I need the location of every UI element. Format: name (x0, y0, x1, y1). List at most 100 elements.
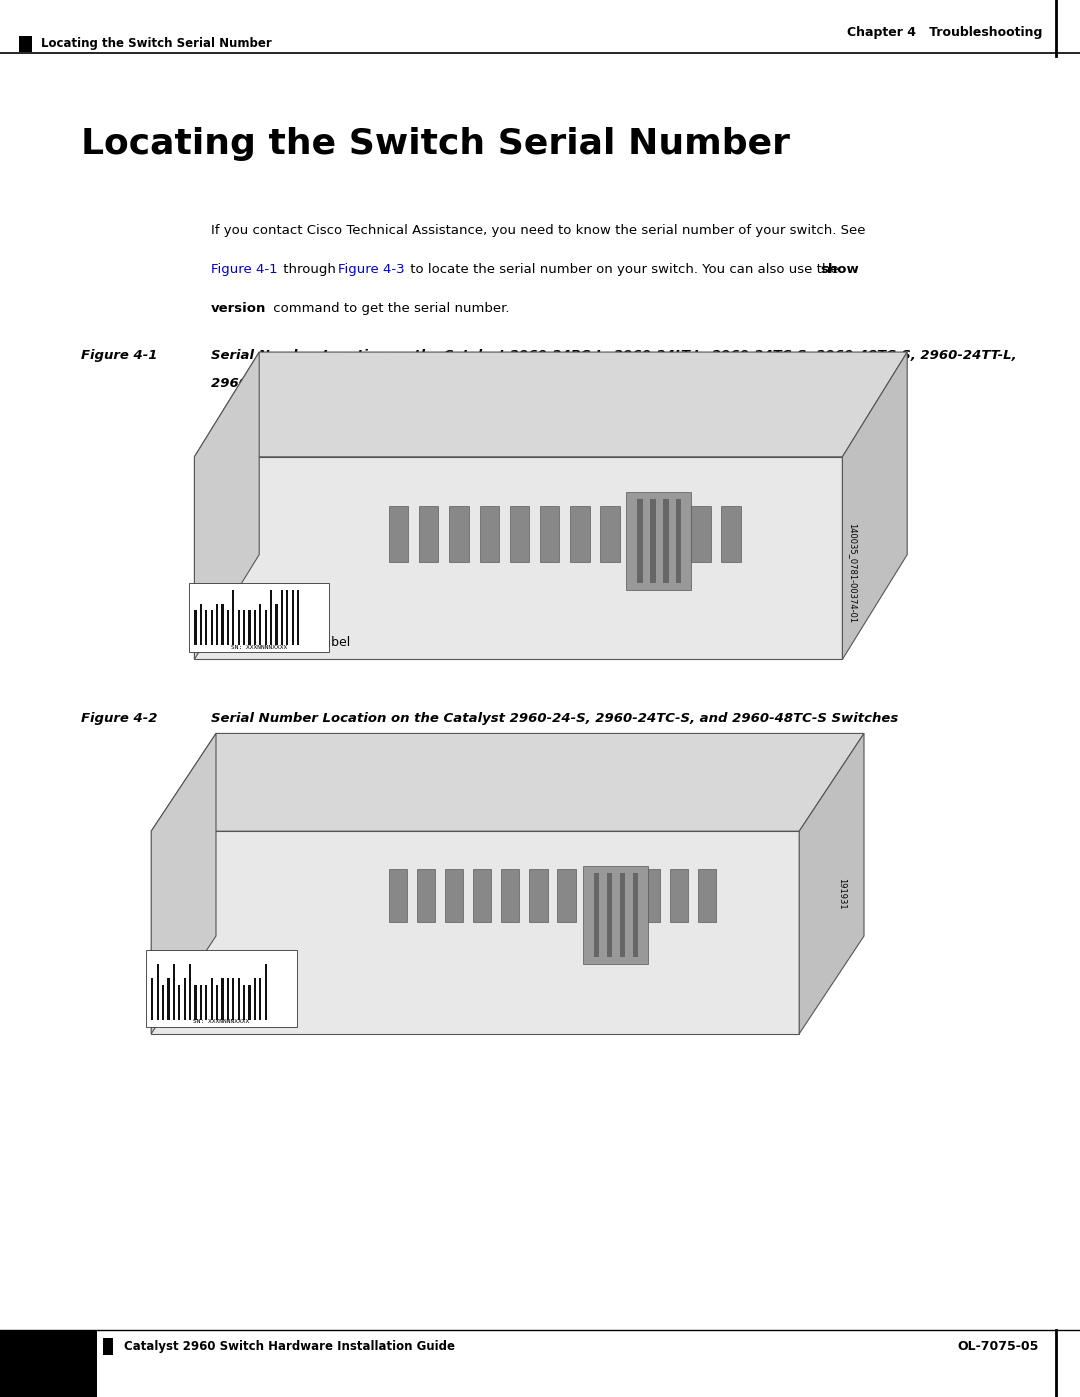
Polygon shape (151, 831, 799, 1034)
Bar (243, 985, 245, 1020)
Text: Locating the Switch Serial Number: Locating the Switch Serial Number (81, 127, 789, 161)
Polygon shape (194, 352, 259, 659)
Polygon shape (842, 352, 907, 659)
Text: 2960-48TT-L, 2960G-24TC-L, and 2960G-48TC-L Switches: 2960-48TT-L, 2960G-24TC-L, and 2960G-48T… (211, 377, 634, 390)
Bar (473, 869, 491, 922)
Text: 140035_0781-00374-01: 140035_0781-00374-01 (848, 522, 856, 623)
Bar (594, 873, 599, 957)
Bar (292, 590, 294, 645)
Bar (670, 869, 688, 922)
Bar (501, 869, 519, 922)
Bar (620, 873, 625, 957)
Bar (227, 610, 229, 645)
Text: Serial Number Location on the Catalyst 2960-24-S, 2960-24TC-S, and 2960-48TC-S S: Serial Number Location on the Catalyst 2… (211, 712, 897, 725)
Text: OL-7075-05: OL-7075-05 (958, 1340, 1039, 1354)
Bar (189, 583, 329, 652)
Bar (200, 604, 202, 645)
Bar (248, 610, 251, 645)
Bar (162, 985, 164, 1020)
Text: Figure 4-1: Figure 4-1 (211, 263, 278, 275)
Bar (211, 978, 213, 1020)
Bar (254, 978, 256, 1020)
Bar (184, 978, 186, 1020)
Bar (189, 964, 191, 1020)
Bar (221, 604, 224, 645)
Bar (691, 506, 711, 562)
Bar (449, 506, 469, 562)
Bar (389, 869, 407, 922)
Polygon shape (194, 457, 842, 659)
Text: command to get the serial number.: command to get the serial number. (269, 302, 510, 314)
Bar (200, 985, 202, 1020)
Bar (480, 506, 499, 562)
Polygon shape (194, 352, 907, 457)
Bar (631, 506, 650, 562)
Bar (297, 590, 299, 645)
Bar (265, 964, 267, 1020)
Text: Locating the Switch Serial Number: Locating the Switch Serial Number (41, 36, 272, 50)
Text: Cisco 11-character label: Cisco 11-character label (198, 636, 350, 648)
Bar (607, 873, 612, 957)
Text: to locate the serial number on your switch. You can also use the: to locate the serial number on your swit… (406, 263, 843, 275)
Bar (676, 499, 681, 583)
Bar (216, 985, 218, 1020)
Bar (238, 978, 240, 1020)
Polygon shape (151, 733, 864, 831)
Text: If you contact Cisco Technical Assistance, you need to know the serial number of: If you contact Cisco Technical Assistanc… (211, 224, 865, 236)
Bar (0, 1331, 97, 1397)
Bar (205, 610, 207, 645)
Bar (540, 506, 559, 562)
Bar (194, 985, 197, 1020)
Bar (167, 978, 170, 1020)
Bar (642, 869, 660, 922)
Bar (419, 506, 438, 562)
Bar (600, 506, 620, 562)
Bar (661, 506, 680, 562)
Bar (510, 506, 529, 562)
Bar (613, 869, 632, 922)
Text: 4-6: 4-6 (35, 1356, 63, 1370)
Bar (194, 610, 197, 645)
Text: through: through (279, 263, 340, 275)
Bar (721, 506, 741, 562)
Bar (259, 978, 261, 1020)
Bar (151, 978, 153, 1020)
Bar (445, 869, 463, 922)
Text: version: version (211, 302, 266, 314)
Text: show: show (821, 263, 860, 275)
Bar (698, 869, 716, 922)
Bar (146, 950, 297, 1027)
Bar (211, 610, 213, 645)
Text: Figure 4-2: Figure 4-2 (81, 712, 158, 725)
Text: 191931: 191931 (837, 879, 846, 909)
Bar (281, 590, 283, 645)
Bar (232, 590, 234, 645)
Bar (663, 499, 669, 583)
Bar (265, 610, 267, 645)
Polygon shape (151, 733, 216, 1034)
Text: Figure 4-1: Figure 4-1 (81, 349, 158, 362)
Bar (583, 866, 648, 964)
Bar (243, 610, 245, 645)
Text: Serial Number Location on the Catalyst 2960-24PC-L, 2960-24LT-L, 2960-24TC-S, 29: Serial Number Location on the Catalyst 2… (211, 349, 1016, 362)
Bar (529, 869, 548, 922)
Bar (570, 506, 590, 562)
Polygon shape (799, 733, 864, 1034)
Bar (248, 985, 251, 1020)
Bar (270, 590, 272, 645)
Text: Figure 4-3: Figure 4-3 (338, 263, 405, 275)
Bar (173, 964, 175, 1020)
Bar (275, 604, 278, 645)
Text: SN: XXXNNNNXXXX: SN: XXXNNNNXXXX (231, 644, 287, 650)
Bar (19, 35, 32, 53)
Bar (103, 1338, 113, 1355)
Bar (205, 985, 207, 1020)
Bar (216, 604, 218, 645)
Bar (157, 964, 159, 1020)
Bar (238, 610, 240, 645)
Bar (254, 610, 256, 645)
Bar (637, 499, 643, 583)
Bar (178, 985, 180, 1020)
Text: SN: XXXNNNNXXXX: SN: XXXNNNNXXXX (193, 1018, 249, 1024)
Text: Chapter 4   Troubleshooting: Chapter 4 Troubleshooting (847, 27, 1042, 39)
